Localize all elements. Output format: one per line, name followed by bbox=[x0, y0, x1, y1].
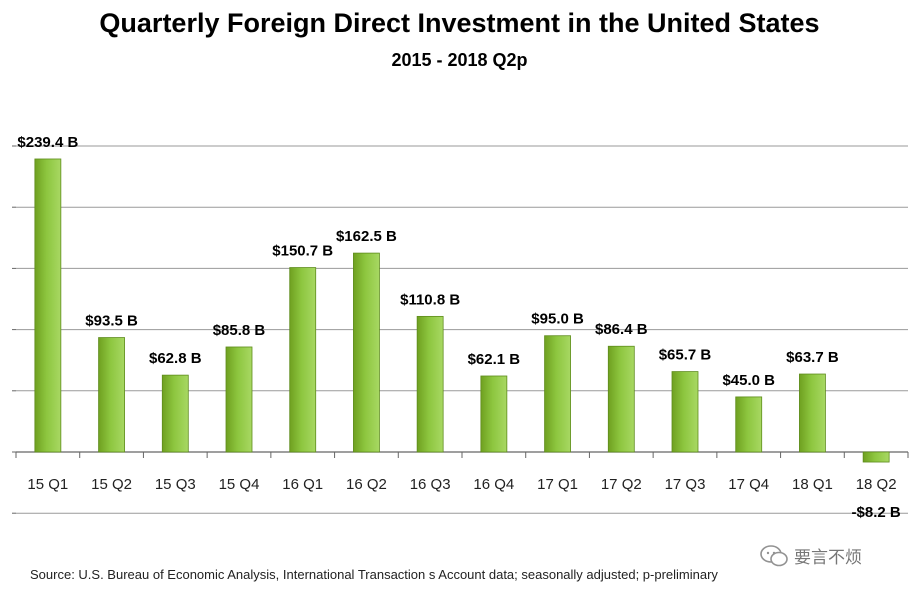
bar bbox=[480, 375, 508, 453]
data-label: $65.7 B bbox=[659, 347, 712, 364]
data-label: $110.8 B bbox=[400, 291, 460, 308]
data-label: $239.4 B bbox=[17, 134, 78, 151]
bar bbox=[98, 337, 125, 453]
data-label: $63.7 B bbox=[786, 349, 839, 366]
x-tick-label: 15 Q3 bbox=[155, 476, 196, 493]
data-label: $93.5 B bbox=[85, 313, 138, 330]
data-label: $85.8 B bbox=[213, 322, 266, 339]
data-label: $45.0 B bbox=[722, 372, 775, 389]
chart-subtitle: 2015 - 2018 Q2p bbox=[391, 50, 528, 70]
bar bbox=[799, 373, 826, 453]
x-tick-label: 18 Q1 bbox=[792, 476, 833, 493]
x-tick-label: 16 Q4 bbox=[473, 476, 514, 493]
x-tick-label: 17 Q1 bbox=[537, 476, 578, 493]
bar bbox=[862, 451, 890, 463]
data-label: $62.8 B bbox=[149, 350, 202, 367]
watermark: 要言不烦 bbox=[760, 543, 862, 568]
data-label: $86.4 B bbox=[595, 321, 648, 338]
bar bbox=[416, 315, 444, 453]
x-tick-label: 17 Q4 bbox=[728, 476, 769, 493]
bar bbox=[225, 346, 253, 453]
data-label: $150.7 B bbox=[272, 243, 333, 260]
bar bbox=[289, 267, 317, 453]
data-label: $95.0 B bbox=[531, 311, 584, 328]
wechat-icon bbox=[760, 544, 788, 566]
data-label: $162.5 B bbox=[336, 228, 397, 245]
bar bbox=[607, 345, 635, 453]
x-tick-label: 17 Q3 bbox=[665, 476, 706, 493]
watermark-text: 要言不烦 bbox=[794, 548, 862, 567]
chart-title: Quarterly Foreign Direct Investment in t… bbox=[99, 8, 820, 38]
source-note: Source: U.S. Bureau of Economic Analysis… bbox=[30, 567, 718, 582]
bar bbox=[353, 252, 380, 453]
data-label: $62.1 B bbox=[468, 351, 521, 368]
x-tick-label: 16 Q2 bbox=[346, 476, 387, 493]
bar bbox=[161, 374, 189, 453]
x-tick-label: 15 Q4 bbox=[219, 476, 260, 493]
x-tick-label: 17 Q2 bbox=[601, 476, 642, 493]
x-tick-label: 15 Q1 bbox=[27, 476, 68, 493]
bar bbox=[34, 158, 62, 453]
x-tick-label: 16 Q3 bbox=[410, 476, 451, 493]
x-tick-label: 16 Q1 bbox=[282, 476, 323, 493]
x-tick-label: 18 Q2 bbox=[856, 476, 897, 493]
data-label: -$8.2 B bbox=[852, 504, 901, 521]
bar bbox=[544, 335, 571, 453]
x-tick-label: 15 Q2 bbox=[91, 476, 132, 493]
bar bbox=[735, 396, 763, 453]
bar bbox=[671, 371, 699, 453]
